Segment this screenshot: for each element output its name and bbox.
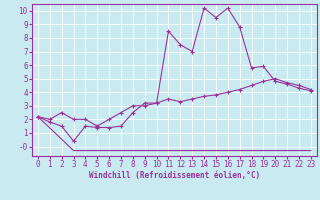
X-axis label: Windchill (Refroidissement éolien,°C): Windchill (Refroidissement éolien,°C) [89,171,260,180]
